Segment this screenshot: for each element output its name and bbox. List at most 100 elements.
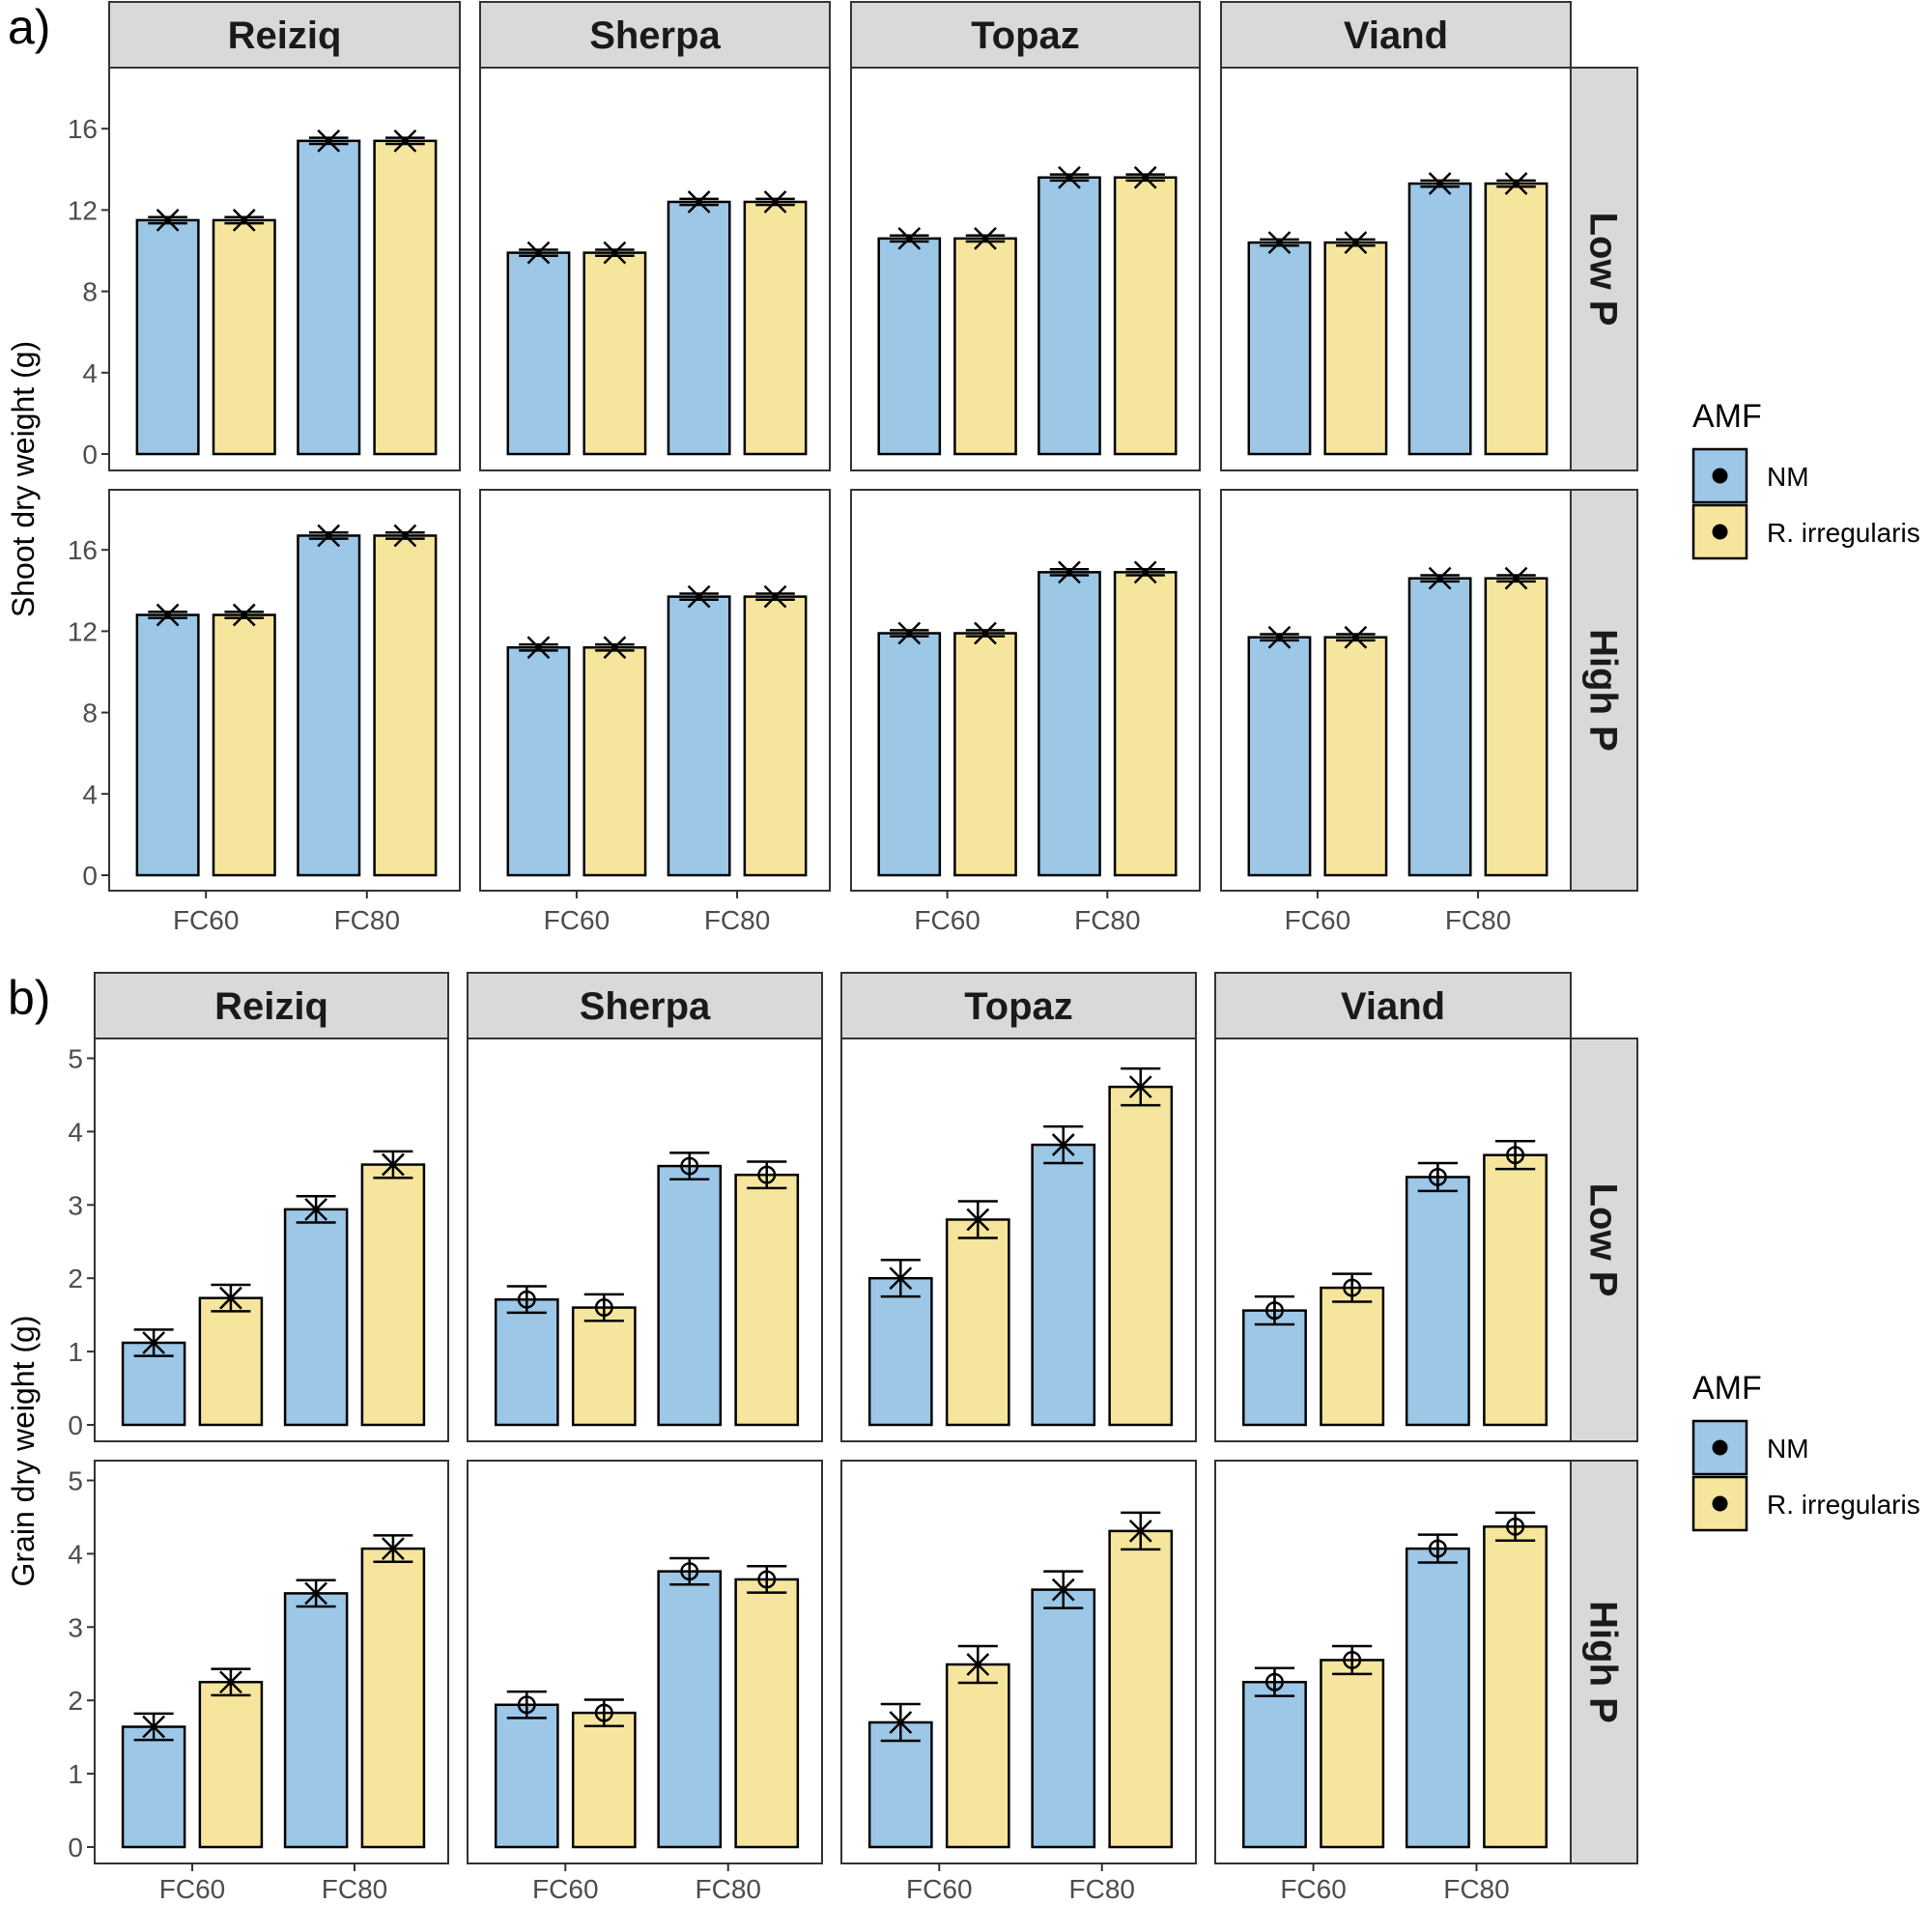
bar [1037,571,1101,877]
bar [734,1578,800,1849]
mean-marker [304,1581,327,1606]
bar [121,1725,186,1849]
bar [1405,1547,1470,1849]
bar [1323,636,1388,877]
bar [1483,1153,1548,1427]
mean-marker [897,226,922,250]
mean-marker [763,190,787,213]
bar [667,200,731,456]
x-tick-label: FC60 [906,1874,972,1904]
mean-marker [889,1266,913,1291]
bar [494,1703,559,1849]
y-tick-label: 1 [68,1759,83,1789]
mean-marker [1051,1133,1075,1156]
bar [212,218,276,456]
bar [1031,1143,1096,1427]
y-tick-label: 3 [68,1190,83,1220]
column-strip-label: Sherpa [589,14,721,57]
bar [1320,1659,1385,1849]
legend-title: AMF [1692,1370,1762,1407]
mean-marker [382,1537,405,1560]
mean-marker [142,1715,166,1739]
y-axis-title: Shoot dry weight (g) [6,341,41,617]
mean-marker [974,226,997,250]
legend-dot [1712,1495,1728,1512]
row-strip-label: Low P [1582,1183,1625,1297]
bar [297,534,361,877]
mean-marker [1267,625,1292,649]
mean-marker [219,1286,242,1310]
mean-marker [232,209,256,232]
bar [506,645,571,877]
bar [657,1570,723,1849]
column-strip [1220,1,1572,69]
mean-marker [1058,560,1081,584]
column-strip-label: Topaz [964,985,1073,1028]
mean-marker [526,636,551,660]
bar [945,1663,1010,1849]
column-strip [108,1,461,69]
bar [1407,577,1472,877]
bar [1242,1680,1307,1849]
mean-marker [317,128,341,153]
x-tick-label: FC80 [334,905,400,935]
bar [743,200,808,456]
column-strip-label: Sherpa [580,985,711,1028]
y-tick-label: 2 [68,1686,83,1716]
bar [1108,1529,1174,1849]
mean-marker [317,524,341,548]
column-strip-label: Reiziq [214,985,328,1028]
y-tick-label: 2 [68,1264,83,1294]
bar [283,1208,349,1427]
bar [571,1306,637,1427]
bar [1242,1309,1307,1427]
bar [212,613,276,877]
bar [953,237,1017,456]
bar [135,613,200,877]
y-tick-label: 4 [68,1539,83,1569]
row-strip-label: High P [1582,1601,1625,1723]
bar [506,251,571,456]
legend-title: AMF [1692,398,1762,435]
mean-marker [1267,231,1292,254]
bar [360,1547,426,1849]
legend-label: R. irregularis [1767,518,1920,548]
bar [1484,182,1548,456]
mean-marker [1128,1519,1152,1543]
x-tick-label: FC80 [322,1874,387,1904]
row-strip-label: Low P [1582,213,1625,327]
mean-marker [897,621,922,645]
bar [867,1276,933,1427]
y-tick-label: 5 [68,1466,83,1496]
panel-label: a) [8,0,50,54]
y-tick-label: 4 [82,358,98,388]
bar [582,645,647,877]
mean-marker [1058,165,1081,189]
bar [198,1680,264,1849]
mean-marker [1428,566,1452,590]
mean-marker [687,584,711,609]
column-strip [850,1,1201,69]
legend-dot [1712,468,1728,484]
x-tick-label: FC60 [544,905,610,935]
mean-marker [393,128,417,153]
x-tick-label: FC80 [1069,1874,1135,1904]
row-strip [1570,67,1638,471]
mean-marker [966,1208,990,1232]
bar [1405,1176,1470,1427]
mean-marker [219,1670,242,1694]
x-tick-label: FC60 [914,905,980,935]
mean-marker [1128,1075,1152,1098]
y-tick-label: 5 [68,1044,83,1074]
mean-marker [1133,560,1157,584]
x-tick-label: FC80 [696,1874,761,1904]
mean-marker [1428,172,1452,195]
mean-marker [304,1197,327,1221]
mean-marker [1344,231,1368,254]
panel-label: b) [8,971,50,1025]
y-tick-label: 12 [68,195,98,225]
y-tick-label: 0 [68,1410,83,1440]
mean-marker [382,1152,405,1177]
mean-marker [156,603,180,627]
bar [198,1296,264,1427]
